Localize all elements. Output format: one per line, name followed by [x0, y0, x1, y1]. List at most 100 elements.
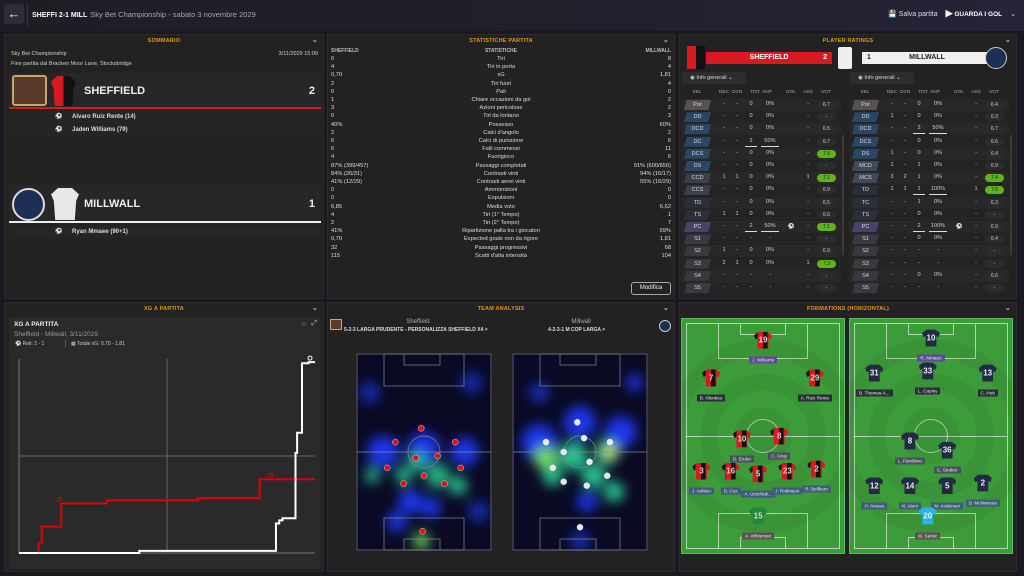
player-rating-row[interactable]: DCS - - 0 0% - 6.6 — [849, 135, 1009, 148]
player-rating-row[interactable]: TS 1 1 0 0% - 6.6 — [681, 208, 841, 221]
player-rating-row[interactable]: CCS - - 0 0% - 6.9 — [681, 184, 841, 197]
column-header[interactable]: VOT — [821, 90, 831, 95]
dec-value: - — [723, 125, 725, 132]
player-marker[interactable]: 3 J. Ashton — [682, 462, 726, 498]
away-value: 60% — [659, 121, 671, 128]
column-header[interactable]: VNP — [762, 90, 772, 95]
ocn-value: - — [904, 223, 906, 229]
shirt-icon: 19 — [754, 331, 772, 349]
home-value: 0 — [331, 187, 335, 194]
home-filter-dropdown[interactable]: ◉ Info generali ⌄ — [682, 72, 746, 84]
watch-goals-button[interactable]: ▶ GUARDA I GOL — [946, 8, 1003, 19]
stat-name: Passaggi progressivi — [474, 244, 528, 251]
player-marker[interactable]: 12 H. Amass — [850, 477, 899, 512]
scrollbar[interactable] — [842, 135, 844, 255]
player-rating-row[interactable]: MCD 1 - 1 0% - 6.9 — [849, 160, 1009, 172]
back-button[interactable]: ← — [4, 4, 24, 24]
player-rating-row[interactable]: S5 - - - - - - — [681, 282, 841, 294]
player-marker[interactable]: 2 D. McNamara — [958, 474, 1008, 510]
column-header[interactable]: DEC — [886, 90, 898, 95]
player-rating-row[interactable]: MCS 3 2 1 0% - 7.4 — [849, 172, 1009, 185]
player-marker[interactable]: 19 J. Williams — [738, 331, 788, 367]
player-rating-row[interactable]: S4 - - - - - - — [681, 269, 841, 282]
player-marker[interactable]: 5 A. Uzochuk... — [733, 465, 783, 500]
player-rating-row[interactable]: Por - - 0 0% - 6.4 — [849, 99, 1009, 111]
chevron-down-icon[interactable]: ⌄ — [1004, 37, 1011, 44]
player-rating-row[interactable]: DD - - 0 0% - - — [681, 111, 841, 124]
player-rating-row[interactable]: S4 - - 0 0% - 6.6 — [849, 269, 1009, 282]
position-chip: S3 — [684, 258, 711, 269]
player-marker[interactable]: 8 C. Gray — [754, 427, 804, 463]
player-rating-row[interactable]: PC - - 2 50% - ⚽ 7.1 — [681, 221, 841, 233]
stat-row: 2 Calci d'angolo 2 — [331, 129, 671, 137]
column-header[interactable]: GOL — [953, 90, 965, 95]
chevron-down-icon[interactable]: ⌄ — [1004, 305, 1011, 312]
away-filter-dropdown[interactable]: ◉ Info generali ⌄ — [850, 72, 914, 84]
player-marker[interactable]: 14 N. Atom — [885, 477, 935, 512]
star-icon[interactable]: ☆ — [300, 321, 307, 328]
player-rating-row[interactable]: DC - -2 50% -6.7 — [681, 135, 841, 148]
column-header[interactable]: TNT — [918, 90, 928, 95]
player-rating-row[interactable]: CCD 1 1 0 0% 1 7.1 — [681, 172, 841, 185]
player-rating-row[interactable]: S2 - - - - - - — [849, 245, 1009, 258]
column-header[interactable]: ASS — [803, 90, 813, 95]
expand-icon[interactable]: ⤢ — [311, 320, 317, 327]
column-header[interactable]: DEC — [718, 90, 730, 95]
chevron-down-icon[interactable]: ⌄ — [311, 305, 318, 312]
column-header[interactable]: ASS — [971, 90, 981, 95]
player-marker[interactable]: 2 R. Bellhum — [791, 460, 841, 496]
player-rating-row[interactable]: TD - - 0 0% - 6.5 — [681, 196, 841, 209]
player-rating-row[interactable]: TD 1 1 1 100% 1 7.6 — [849, 184, 1009, 197]
player-rating-row[interactable]: DCD - -2 50% -6.7 — [849, 123, 1009, 136]
player-rating-row[interactable]: DD 1 - 0 0% - 6.3 — [849, 111, 1009, 124]
player-marker[interactable]: 7 B. Nlonkeu — [686, 369, 736, 404]
player-rating-row[interactable]: S2 1 - 0 0% - 6.9 — [681, 245, 841, 258]
player-rating-row[interactable]: S3 2 1 0 0% 1 7.3 — [681, 257, 841, 270]
player-marker[interactable]: 33 L. Copley — [903, 362, 953, 397]
player-marker[interactable]: 5 M. Andersen — [922, 477, 972, 512]
player-marker[interactable]: 15 A. Whiteman — [733, 507, 783, 542]
player-rating-row[interactable]: DS 1 - 0 0% - 6.4 — [849, 147, 1009, 160]
player-marker[interactable]: 20 M. Sarkic — [903, 507, 953, 542]
player-marker[interactable]: 29 A. Ruiz Rente — [790, 369, 840, 404]
chevron-down-icon[interactable]: ⌄ — [1010, 10, 1016, 18]
player-rating-row[interactable]: DCD - - 0 0% - 6.5 — [681, 123, 841, 136]
player-marker[interactable]: 13 C. Hett — [963, 364, 1012, 400]
column-header[interactable]: VNP — [930, 90, 940, 95]
column-header[interactable]: TNT — [750, 90, 760, 95]
player-marker[interactable]: 16 D. Cox — [706, 462, 756, 498]
column-header[interactable]: VOT — [989, 90, 999, 95]
player-name: D. Cox — [720, 487, 741, 495]
player-rating-row[interactable]: TS - - 0 0% - - — [849, 208, 1009, 221]
player-rating-row[interactable]: TC - - 1 0% - 6.3 — [849, 196, 1009, 209]
player-marker[interactable]: 23 J. Robinson — [762, 462, 812, 498]
scrollbar[interactable] — [1010, 135, 1012, 255]
chevron-down-icon[interactable]: ⌄ — [662, 305, 669, 312]
player-rating-row[interactable]: DCS - - 0 0% - 7.0 — [681, 147, 841, 160]
player-rating-row[interactable]: S1 - - 0 0% - 6.4 — [849, 233, 1009, 246]
chevron-down-icon[interactable]: ⌄ — [311, 37, 318, 44]
chevron-down-icon[interactable]: ⌄ — [662, 37, 669, 44]
home-tactic-link[interactable]: 5-2-3 LARGA PRUDENTE - PERSONALIZZA SHEF… — [344, 327, 488, 333]
player-marker[interactable]: 36 C. Straker — [922, 441, 972, 477]
column-header[interactable]: SEL — [860, 90, 870, 95]
player-rating-row[interactable]: S3 - - - - - - — [849, 257, 1009, 270]
column-header[interactable]: OCN — [731, 90, 743, 95]
player-rating-row[interactable]: S5 - - - - - - — [849, 282, 1009, 294]
player-marker[interactable]: 10 D. Ender — [717, 430, 767, 465]
player-marker[interactable]: 10 R. Mmaee — [906, 329, 956, 365]
player-rating-row[interactable]: PC - - 2 100% - ⚽ 6.9 — [849, 221, 1009, 233]
player-marker[interactable]: 8 L. Fiorditino — [885, 432, 935, 468]
column-header[interactable]: OCN — [899, 90, 911, 95]
edit-button[interactable]: Modifica — [631, 282, 671, 295]
ball-icon: ⚽ — [955, 224, 963, 230]
player-rating-row[interactable]: S1 - - - - - - — [681, 233, 841, 246]
player-marker[interactable]: 31 B. Thomas-A... — [850, 364, 899, 400]
player-rating-row[interactable]: DS - - 0 0% - - — [681, 160, 841, 172]
player-rating-row[interactable]: Por - - 0 0% - 6.7 — [681, 99, 841, 111]
shirt-icon: 16 — [721, 462, 740, 480]
column-header[interactable]: GOL — [785, 90, 797, 95]
column-header[interactable]: SEL — [692, 90, 702, 95]
away-tactic-link[interactable]: 4-2-3-1 M COP LARGA > — [548, 327, 606, 333]
save-match-button[interactable]: 💾 Salva partita — [888, 10, 938, 18]
